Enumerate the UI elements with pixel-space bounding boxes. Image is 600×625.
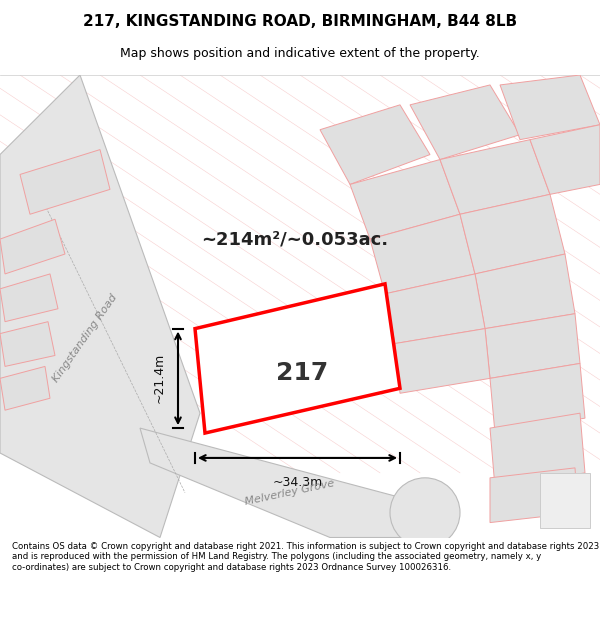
Polygon shape bbox=[490, 413, 585, 488]
Polygon shape bbox=[0, 366, 50, 410]
Polygon shape bbox=[0, 322, 55, 366]
Polygon shape bbox=[320, 105, 430, 184]
Text: Melverley Grove: Melverley Grove bbox=[244, 478, 336, 507]
Polygon shape bbox=[0, 219, 65, 274]
Polygon shape bbox=[410, 85, 520, 159]
Polygon shape bbox=[500, 75, 600, 139]
Polygon shape bbox=[350, 159, 460, 239]
Text: 217: 217 bbox=[276, 361, 328, 386]
Polygon shape bbox=[395, 329, 490, 393]
Polygon shape bbox=[540, 473, 590, 528]
Circle shape bbox=[390, 478, 460, 548]
Polygon shape bbox=[20, 149, 110, 214]
Polygon shape bbox=[385, 274, 485, 344]
Polygon shape bbox=[530, 125, 600, 194]
Text: Contains OS data © Crown copyright and database right 2021. This information is : Contains OS data © Crown copyright and d… bbox=[12, 542, 599, 572]
Text: Kingstanding Road: Kingstanding Road bbox=[51, 292, 119, 384]
Polygon shape bbox=[485, 314, 580, 378]
Text: ~34.3m: ~34.3m bbox=[272, 476, 323, 489]
Polygon shape bbox=[195, 284, 400, 433]
Polygon shape bbox=[440, 139, 550, 214]
Polygon shape bbox=[475, 254, 575, 329]
Polygon shape bbox=[370, 214, 475, 294]
Text: 217, KINGSTANDING ROAD, BIRMINGHAM, B44 8LB: 217, KINGSTANDING ROAD, BIRMINGHAM, B44 … bbox=[83, 14, 517, 29]
Polygon shape bbox=[140, 428, 430, 538]
Polygon shape bbox=[490, 468, 578, 522]
Polygon shape bbox=[0, 274, 58, 322]
Text: ~21.4m: ~21.4m bbox=[153, 353, 166, 404]
Text: Map shows position and indicative extent of the property.: Map shows position and indicative extent… bbox=[120, 48, 480, 61]
Text: ~214m²/~0.053ac.: ~214m²/~0.053ac. bbox=[202, 230, 389, 248]
Polygon shape bbox=[490, 364, 585, 433]
Polygon shape bbox=[0, 75, 200, 538]
Polygon shape bbox=[460, 194, 565, 274]
